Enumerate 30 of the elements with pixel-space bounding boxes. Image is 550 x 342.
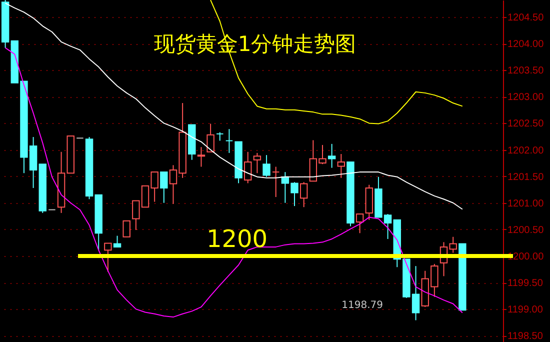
candlestick: [262, 154, 270, 178]
candlestick: [113, 235, 122, 248]
y-tick-label: 1202.50: [508, 118, 544, 130]
candlestick: [244, 151, 252, 184]
y-tick-label: 1204.50: [508, 12, 544, 24]
y-tick-label: 1201.50: [508, 172, 544, 183]
candlestick: [328, 143, 336, 168]
y-tick-label: 1203.50: [508, 66, 544, 77]
y-tick-label: 1200.50: [508, 224, 544, 236]
y-tick-label: 1201.00: [508, 198, 544, 210]
candlestick: [197, 146, 206, 168]
y-tick-label: 1199.50: [508, 278, 544, 290]
candlestick: [356, 214, 364, 234]
y-tick-label: 1202.00: [508, 145, 544, 156]
line-series: [4, 2, 463, 210]
candlestick: [253, 152, 262, 174]
candlestick: [104, 242, 112, 272]
y-tick-label: 1204.00: [508, 39, 544, 50]
candlestick: [122, 220, 130, 238]
y-tick-label: 1198.50: [508, 331, 544, 342]
candlestick: [160, 172, 168, 204]
ref-line-label: 1200: [206, 224, 268, 253]
candlestick: [225, 128, 234, 154]
candlestick: [337, 154, 346, 178]
candlestick: [206, 123, 214, 152]
y-tick-label: 1199.00: [508, 304, 544, 316]
candlestick: [300, 182, 308, 208]
candlestick: [272, 166, 280, 198]
y-tick-label: 1203.00: [508, 92, 544, 104]
annotation: 1198.79: [342, 300, 383, 311]
